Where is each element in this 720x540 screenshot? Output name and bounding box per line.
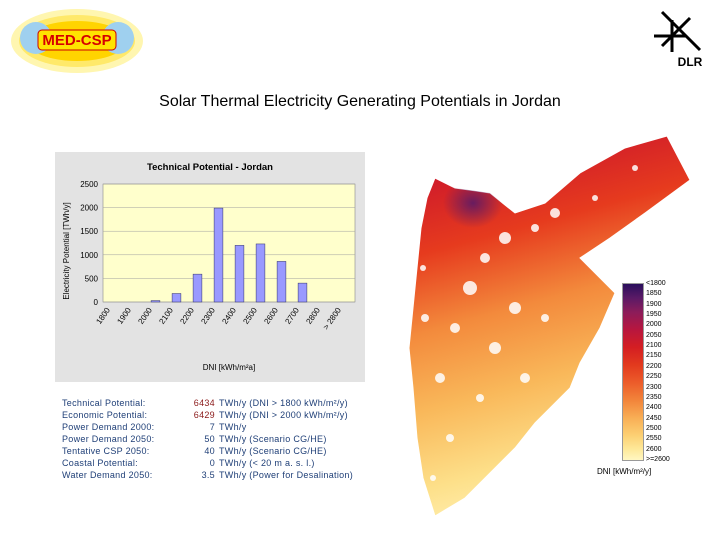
bar-chart: Technical Potential - Jordan 0 500 1000 150… bbox=[62, 162, 356, 372]
stat-value: 0 bbox=[209, 458, 215, 468]
y-tick-label: 1500 bbox=[80, 227, 98, 236]
stat-note: TWh/y bbox=[219, 422, 247, 432]
dlr-logo: DLR bbox=[640, 6, 714, 69]
legend-label: 2200 bbox=[646, 362, 662, 370]
bars bbox=[150, 207, 308, 303]
stat-label: Coastal Potential: bbox=[62, 458, 138, 468]
map-blank-areas bbox=[420, 165, 638, 481]
bar bbox=[213, 207, 224, 303]
stat-label: Water Demand 2050: bbox=[62, 470, 153, 480]
y-tick-label: 1000 bbox=[80, 251, 98, 260]
bar bbox=[150, 300, 161, 303]
y-tick-labels: 0 500 1000 1500 2000 2500 bbox=[80, 180, 98, 307]
x-tick-label: 2500 bbox=[241, 306, 259, 326]
stat-label: Tentative CSP 2050: bbox=[62, 446, 150, 456]
stat-label: Power Demand 2000: bbox=[62, 422, 155, 432]
legend-label: 2600 bbox=[646, 445, 662, 453]
x-tick-label: 2400 bbox=[220, 306, 238, 326]
legend-label: 1900 bbox=[646, 300, 662, 308]
stat-value: 50 bbox=[204, 434, 215, 444]
dlr-emblem-icon bbox=[654, 10, 702, 52]
x-tick-label: 1900 bbox=[115, 306, 133, 326]
bar bbox=[192, 273, 203, 303]
stat-note: TWh/y (DNI > 2000 kWh/m²/y) bbox=[219, 410, 348, 420]
legend-label: >=2600 bbox=[646, 456, 670, 463]
legend-label: 2100 bbox=[646, 342, 662, 350]
slide-title: Solar Thermal Electricity Generating Pot… bbox=[159, 93, 561, 110]
y-tick-label: 2500 bbox=[80, 180, 98, 189]
x-tick-label: 2700 bbox=[283, 306, 301, 326]
legend-label: 1950 bbox=[646, 311, 662, 319]
legend-label: 2350 bbox=[646, 393, 662, 401]
x-tick-labels: 1800 1900 2000 2100 2200 2300 2400 2500 2600 2700… bbox=[94, 306, 343, 332]
legend-label: 2400 bbox=[646, 404, 662, 412]
stat-value: 3.5 bbox=[201, 470, 215, 480]
chart-title: Technical Potential - Jordan bbox=[147, 162, 273, 173]
legend-label: 1850 bbox=[646, 290, 662, 298]
legend-label: 2450 bbox=[646, 414, 662, 422]
dni-legend-unit: DNI [kWh/m²/y] bbox=[597, 467, 652, 476]
legend-label: 2300 bbox=[646, 383, 662, 391]
bar bbox=[297, 282, 308, 303]
stat-note: TWh/y (Scenario CG/HE) bbox=[219, 446, 327, 456]
x-axis-label: DNI [kWh/m²a] bbox=[203, 363, 255, 372]
x-tick-label: 2100 bbox=[157, 306, 175, 326]
stat-value: 7 bbox=[209, 422, 215, 432]
jordan-dni-map bbox=[395, 118, 695, 518]
grid-lines bbox=[103, 183, 355, 303]
y-tick-label: 2000 bbox=[80, 204, 98, 213]
stat-label: Technical Potential: bbox=[62, 398, 146, 408]
med-csp-logo-text: MED-CSP bbox=[42, 32, 111, 49]
stat-label: Power Demand 2050: bbox=[62, 434, 155, 444]
x-tick-label: 2300 bbox=[199, 306, 217, 326]
stat-note: TWh/y (Scenario CG/HE) bbox=[219, 434, 327, 444]
plot-area bbox=[102, 183, 356, 303]
legend-label: 2550 bbox=[646, 435, 662, 443]
x-tick-label: 2600 bbox=[262, 306, 280, 326]
dlr-logo-text: DLR bbox=[678, 55, 703, 68]
stat-note: TWh/y (Power for Desalination) bbox=[219, 470, 354, 480]
x-tick-label: 2000 bbox=[136, 306, 154, 326]
x-tick-label: 2200 bbox=[178, 306, 196, 326]
y-tick-label: 500 bbox=[85, 274, 99, 283]
legend-label: 2050 bbox=[646, 331, 662, 339]
legend-label: 2150 bbox=[646, 352, 662, 360]
legend-label: 2000 bbox=[646, 321, 662, 329]
x-tick-label: 2800 bbox=[304, 306, 322, 326]
x-tick-label: 1800 bbox=[94, 306, 112, 326]
x-tick-label: > 2800 bbox=[321, 306, 343, 332]
stat-value: 6429 bbox=[193, 410, 215, 420]
bar bbox=[234, 245, 245, 303]
legend-label: <1800 bbox=[646, 280, 666, 287]
y-tick-label: 0 bbox=[94, 298, 99, 307]
technical-potential-chart: Technical Potential - Jordan 0 500 1000 150… bbox=[55, 152, 365, 382]
stat-value: 6434 bbox=[193, 398, 215, 408]
y-axis-label: Electricity Potential [TWh/y] bbox=[62, 202, 71, 299]
stat-note: TWh/y (DNI > 1800 kWh/m²/y) bbox=[219, 398, 348, 408]
bar bbox=[255, 243, 266, 303]
dni-color-scale bbox=[622, 283, 644, 461]
bar bbox=[276, 261, 287, 303]
legend-label: 2250 bbox=[646, 373, 662, 381]
dni-legend: <1800 1850 1900 1950 2000 2050 2100 2150 2200 225… bbox=[622, 280, 682, 463]
stat-value: 40 bbox=[204, 446, 215, 456]
stat-note: TWh/y (< 20 m a. s. l.) bbox=[219, 458, 315, 468]
stat-label: Economic Potential: bbox=[62, 410, 148, 420]
med-csp-logo: MED-CSP bbox=[8, 6, 146, 76]
bar bbox=[171, 293, 182, 303]
legend-label: 2500 bbox=[646, 424, 662, 432]
